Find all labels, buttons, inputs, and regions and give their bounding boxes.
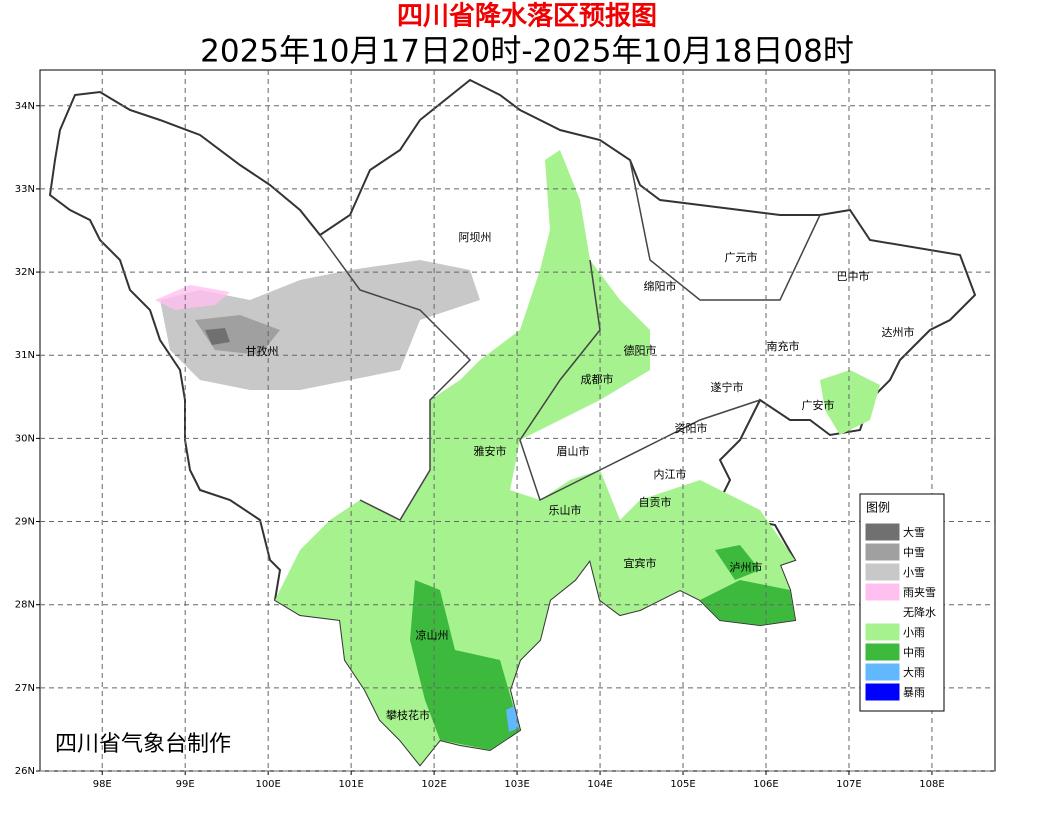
legend-label: 大雪 xyxy=(903,525,925,539)
x-tick-label: 108E xyxy=(919,779,944,790)
region-label: 阿坝州 xyxy=(459,230,492,244)
legend-swatch xyxy=(865,623,900,641)
light-rain-area xyxy=(275,150,795,765)
legend-swatch xyxy=(866,604,899,620)
title: 四川省降水落区预报图 xyxy=(397,1,657,32)
region-label: 遂宁市 xyxy=(711,380,744,394)
y-tick-label: 33N xyxy=(15,184,35,195)
y-tick-label: 27N xyxy=(15,683,35,694)
legend-swatch xyxy=(865,523,900,541)
region-label: 达州市 xyxy=(882,325,915,339)
legend-swatch xyxy=(865,563,900,581)
region-label: 德阳市 xyxy=(624,343,657,357)
x-tick-label: 107E xyxy=(836,779,861,790)
graticule: 98E 99E 100E 101E 102E 103E 104E 105E 106E 107E 10… xyxy=(15,70,995,790)
y-tick-label: 32N xyxy=(15,267,35,278)
x-tick-label: 99E xyxy=(176,779,195,790)
legend-label: 小雨 xyxy=(903,626,925,639)
x-tick-label: 104E xyxy=(587,779,612,790)
region-label: 眉山市 xyxy=(557,444,590,458)
legend-swatch xyxy=(865,543,900,561)
subtitle: 2025年10月17日20时-2025年10月18日08时 xyxy=(200,34,854,70)
region-label: 宜宾市 xyxy=(624,556,657,570)
map-shapes xyxy=(48,78,977,767)
y-tick-label: 30N xyxy=(15,433,35,444)
x-tick-label: 102E xyxy=(421,779,446,790)
snow-area xyxy=(160,260,480,390)
moderate-rain-area xyxy=(410,580,520,750)
moderate-rain-area xyxy=(700,580,795,625)
region-labels: 阿坝州 甘孜州 绵阳市 广元市 巴中市 达州市 德阳市 南充市 成都市 遂宁市 … xyxy=(246,230,915,722)
region-label: 雅安市 xyxy=(474,444,507,458)
heavy-rain-area xyxy=(506,706,519,732)
legend-label: 中雨 xyxy=(903,646,925,659)
y-tick-label: 34N xyxy=(15,101,35,112)
region-label: 巴中市 xyxy=(837,269,870,283)
region-label: 乐山市 xyxy=(549,503,582,517)
region-label: 自贡市 xyxy=(639,495,672,509)
x-tick-label: 105E xyxy=(670,779,695,790)
legend-swatch xyxy=(865,663,900,681)
x-tick-label: 103E xyxy=(504,779,529,790)
legend-label: 暴雨 xyxy=(903,686,925,699)
region-label: 内江市 xyxy=(654,467,687,481)
region-label: 成都市 xyxy=(581,372,614,386)
light-rain-area xyxy=(820,370,880,435)
x-tick-label: 106E xyxy=(753,779,778,790)
legend-swatch xyxy=(865,643,900,661)
region-label: 绵阳市 xyxy=(644,279,677,293)
region-label: 广安市 xyxy=(802,398,835,412)
boundary-line xyxy=(519,259,761,502)
boundary-line xyxy=(629,159,821,301)
legend-label: 中雪 xyxy=(903,546,925,559)
legend-label: 雨夹雪 xyxy=(903,586,936,599)
heavy-snow-area xyxy=(205,328,230,345)
boundary-line xyxy=(319,234,472,521)
region-label: 广元市 xyxy=(725,250,758,264)
y-tick-label: 26N xyxy=(15,766,35,777)
moderate-rain-area xyxy=(715,545,760,580)
x-tick-label: 100E xyxy=(255,779,280,790)
region-label: 甘孜州 xyxy=(246,344,279,358)
legend-label: 大雨 xyxy=(903,665,925,679)
x-tick-label: 101E xyxy=(338,779,363,790)
region-label: 南充市 xyxy=(767,339,800,353)
region-label: 凉山州 xyxy=(416,628,449,642)
legend-label: 无降水 xyxy=(903,605,936,619)
legend-label: 小雪 xyxy=(903,566,925,579)
y-tick-label: 31N xyxy=(15,350,35,361)
legend-title: 图例 xyxy=(866,501,890,515)
region-label: 泸州市 xyxy=(730,560,763,574)
y-tick-label: 29N xyxy=(15,517,35,528)
credit: 四川省气象台制作 xyxy=(55,732,231,757)
sleet-area xyxy=(155,285,230,310)
region-label: 攀枝花市 xyxy=(386,708,430,722)
x-tick-label: 98E xyxy=(93,779,112,790)
y-tick-label: 28N xyxy=(15,600,35,611)
region-label: 资阳市 xyxy=(675,421,708,435)
moderate-snow-area xyxy=(195,315,280,355)
legend-swatch xyxy=(865,583,900,601)
legend-swatch xyxy=(865,683,900,701)
